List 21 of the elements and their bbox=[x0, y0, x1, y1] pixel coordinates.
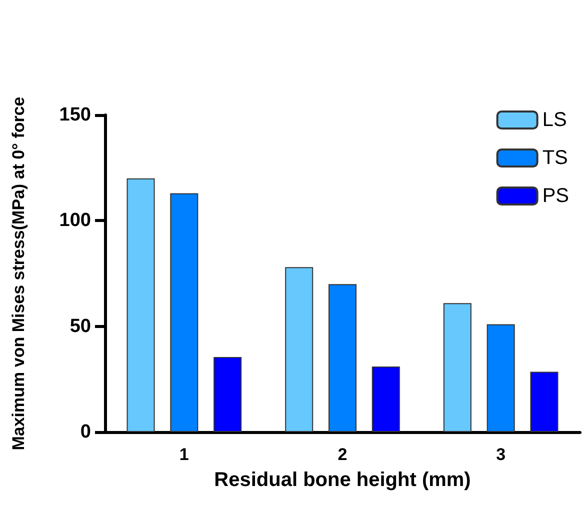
y-tick-label: 0 bbox=[80, 422, 91, 442]
x-axis-title: Residual bone height (mm) bbox=[214, 469, 471, 491]
bar bbox=[170, 193, 198, 432]
bar bbox=[486, 324, 515, 432]
bar bbox=[372, 366, 400, 432]
y-tick-label: 150 bbox=[59, 104, 91, 126]
x-tick-label: 2 bbox=[338, 445, 348, 464]
bar bbox=[285, 267, 314, 432]
bar bbox=[214, 356, 242, 432]
bar bbox=[530, 372, 558, 432]
x-tick-label: 3 bbox=[496, 445, 506, 464]
y-tick-label: 100 bbox=[59, 210, 91, 232]
bar bbox=[443, 303, 472, 432]
x-tick-label: 1 bbox=[179, 445, 189, 464]
y-axis-title: Maximum von Mises stress(MPa) at 0° force bbox=[9, 96, 28, 450]
bar bbox=[126, 178, 155, 432]
bar bbox=[328, 284, 356, 432]
y-tick-label: 50 bbox=[70, 316, 91, 337]
legend-label: PS bbox=[542, 185, 570, 207]
legend-label: LS bbox=[542, 109, 567, 131]
legend-label: TS bbox=[542, 147, 568, 169]
